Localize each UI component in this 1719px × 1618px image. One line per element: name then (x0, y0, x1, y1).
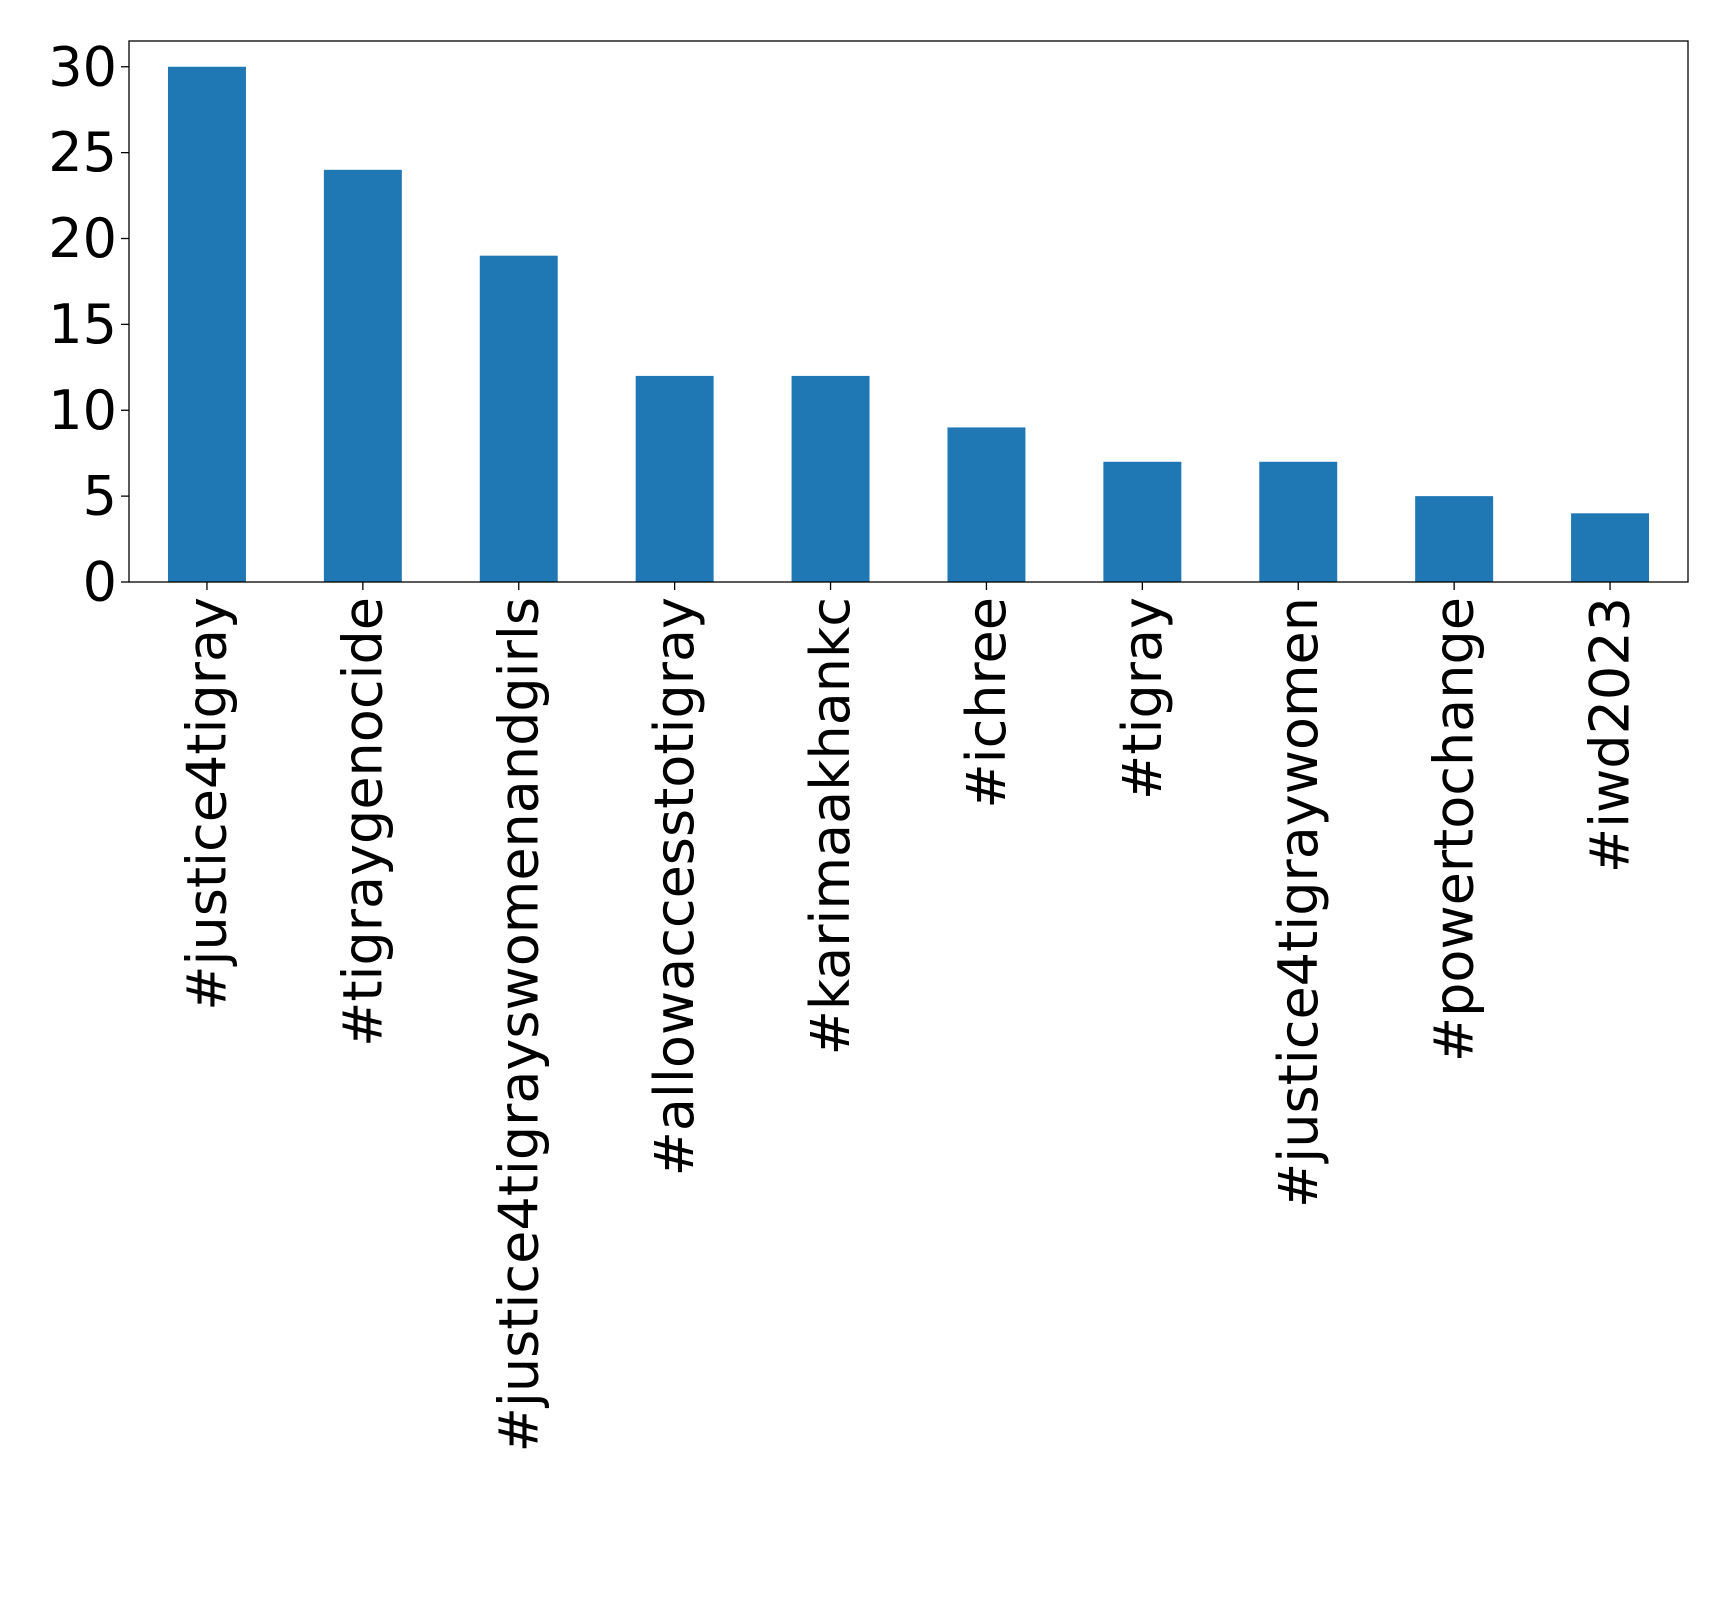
bar-0 (167, 66, 246, 582)
x-tick-label-2: #justice4tigrayswomenandgirls (487, 597, 550, 1452)
bar-5 (947, 427, 1026, 582)
x-tick-label-0: #justice4tigray (175, 597, 238, 1011)
plot-frame (128, 40, 1689, 583)
x-tick-label-1: #tigraygenocide (331, 597, 394, 1047)
bar-6 (1103, 461, 1182, 582)
bar-2 (479, 255, 558, 582)
x-tick-label-5: #ichree (955, 597, 1018, 809)
y-axis: 0 5 10 15 20 25 30 (48, 35, 129, 614)
y-tick-label-0: 0 (83, 551, 117, 614)
bar-8 (1415, 496, 1494, 582)
bar-4 (791, 375, 870, 582)
x-tick-label-8: #powertochange (1423, 597, 1486, 1062)
x-tick-label-3: #allowaccesstotigray (643, 597, 706, 1176)
y-tick-label-1: 5 (83, 465, 117, 528)
y-tick-label-4: 20 (48, 207, 117, 270)
bar-9 (1571, 513, 1650, 582)
bars-group (167, 66, 1650, 583)
y-tick-label-2: 10 (48, 379, 117, 442)
x-tick-label-7: #justice4tigraywomen (1267, 597, 1330, 1208)
x-tick-label-4: #karimaakhankc (799, 597, 862, 1055)
bar-1 (323, 169, 402, 583)
x-tick-label-9: #iwd2023 (1579, 597, 1642, 873)
x-axis: #justice4tigray #tigraygenocide #justice4t… (175, 582, 1642, 1452)
y-tick-label-6: 30 (48, 35, 117, 98)
y-tick-label-3: 15 (48, 293, 117, 356)
bar-7 (1259, 461, 1338, 582)
x-tick-label-6: #tigray (1111, 597, 1174, 800)
bar-3 (635, 375, 714, 582)
y-tick-label-5: 25 (48, 121, 117, 184)
